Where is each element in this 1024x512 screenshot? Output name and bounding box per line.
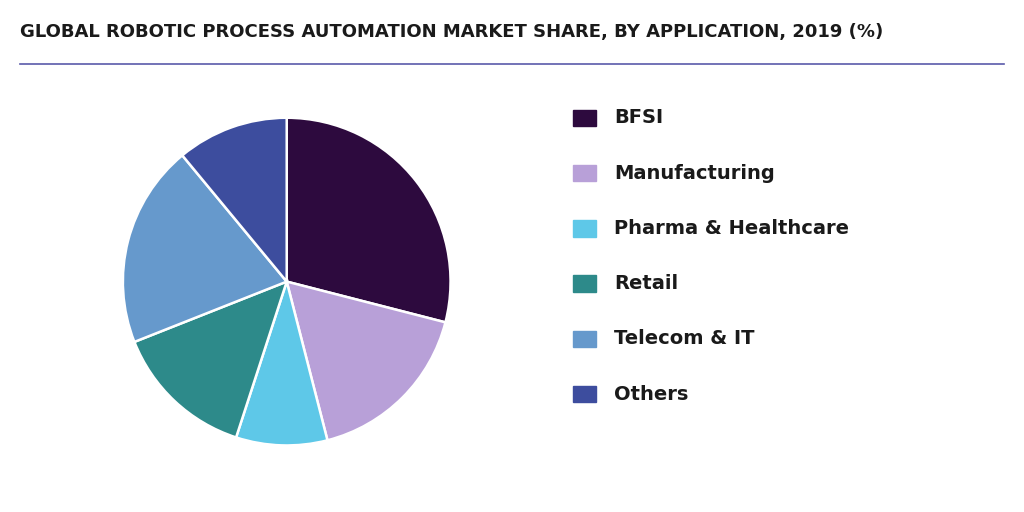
- Text: Telecom & IT: Telecom & IT: [614, 329, 755, 349]
- Text: BFSI: BFSI: [614, 108, 664, 127]
- Text: Retail: Retail: [614, 274, 679, 293]
- Wedge shape: [287, 118, 451, 323]
- Wedge shape: [123, 155, 287, 342]
- Wedge shape: [287, 282, 445, 440]
- Text: Pharma & Healthcare: Pharma & Healthcare: [614, 219, 849, 238]
- Text: Others: Others: [614, 385, 689, 404]
- Wedge shape: [182, 118, 287, 282]
- Text: GLOBAL ROBOTIC PROCESS AUTOMATION MARKET SHARE, BY APPLICATION, 2019 (%): GLOBAL ROBOTIC PROCESS AUTOMATION MARKET…: [20, 23, 884, 41]
- Wedge shape: [237, 282, 328, 445]
- Wedge shape: [134, 282, 287, 437]
- Text: Manufacturing: Manufacturing: [614, 163, 775, 183]
